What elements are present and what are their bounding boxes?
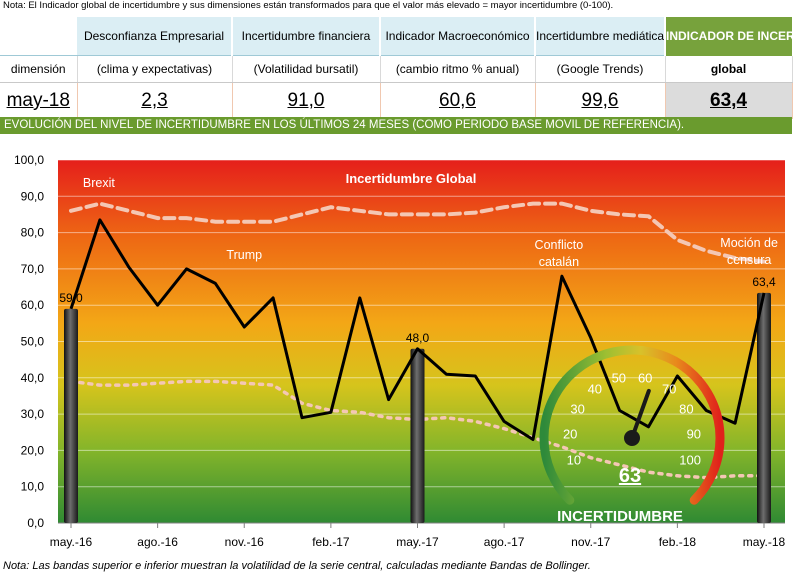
table-sub-row: dimensión (clima y expectativas) (Volati… (0, 55, 793, 83)
annotation-label: Moción de censura (720, 236, 778, 267)
x-tick-label: nov.-17 (571, 535, 610, 549)
main-series (69, 218, 766, 441)
bar-markers: 59,0 48,0 63,4 (59, 275, 776, 523)
x-tick-label: ago.-17 (484, 535, 525, 549)
bar-marker (64, 308, 78, 523)
global-uncertainty-line (69, 218, 766, 441)
date-cell: may-18 (0, 82, 78, 119)
y-tick-label: 70,0 (21, 262, 45, 276)
date-value: may-18 (6, 90, 70, 111)
gauge-tick-label: 60 (638, 370, 652, 385)
col-sub-global: global (665, 55, 793, 83)
row-label-sub: dimensión (0, 55, 78, 83)
bar-marker-label: 59,0 (59, 291, 83, 305)
y-tick-label: 10,0 (21, 480, 45, 494)
bottom-note: Nota: Las bandas superior e inferior mue… (3, 560, 591, 572)
value: 99,6 (581, 90, 619, 111)
bar-marker-label: 63,4 (752, 275, 776, 289)
col-header: Incertidumbre mediática (535, 17, 666, 56)
y-tick-label: 20,0 (21, 443, 45, 457)
x-tick-label: feb.-17 (312, 535, 350, 549)
x-tick-label: nov.-16 (225, 535, 264, 549)
bar-marker-label: 48,0 (406, 331, 430, 345)
value-cell: 60,6 (380, 82, 536, 119)
y-tick-label: 30,0 (21, 407, 45, 421)
value: 91,0 (287, 90, 325, 111)
y-tick-label: 60,0 (21, 298, 45, 312)
x-tick-label: feb.-18 (659, 535, 697, 549)
value: 2,3 (141, 90, 168, 111)
gauge-needle (630, 388, 651, 440)
y-tick-label: 90,0 (21, 189, 45, 203)
annotations: Brexit Trump Conflicto catalán Moción de cens… (83, 176, 778, 269)
bar-marker (757, 292, 771, 523)
x-tick-label: may.-18 (743, 535, 786, 549)
y-axis: 0,0 10,0 20,0 30,0 40,0 50,0 60,0 70,0 80,0 90,0 1… (14, 153, 44, 530)
upper-band-line (69, 201, 766, 264)
x-tick-label: ago.-16 (137, 535, 178, 549)
col-header-global: INDICADOR DE INCERTIDUMBRE (665, 17, 792, 56)
y-tick-label: 80,0 (21, 226, 45, 240)
col-header: Desconfianza Empresarial (77, 17, 233, 56)
evolution-banner: EVOLUCIÓN DEL NIVEL DE INCERTIDUMBRE EN … (0, 117, 792, 134)
col-sub: (Volatilidad bursatil) (232, 55, 381, 83)
gauge-arc (539, 345, 725, 505)
y-tick-label: 0,0 (27, 516, 44, 530)
x-tick-label: may.-16 (50, 535, 93, 549)
annotation-label: Brexit (83, 176, 115, 190)
col-sub: (Google Trends) (535, 55, 666, 83)
gauge-hub (624, 430, 640, 446)
value: 60,6 (439, 90, 476, 111)
top-note: Nota: El Indicador global de incertidumb… (3, 0, 614, 11)
gauge-label: INCERTIDUMBRE (557, 508, 683, 525)
gauge-value: 63 (619, 465, 641, 487)
x-tick-label: may.-17 (396, 535, 439, 549)
table-value-row: may-18 2,3 91,0 60,6 99,6 63,4 (0, 82, 793, 119)
col-header: Incertidumbre financiera (232, 17, 381, 56)
y-tick-label: 50,0 (21, 335, 45, 349)
annotation-label: Conflicto catalán (535, 238, 584, 269)
value-cell: 2,3 (77, 82, 233, 119)
chart-title: Incertidumbre Global (346, 171, 477, 186)
col-sub: (cambio ritmo % anual) (380, 55, 536, 83)
bar-marker (410, 348, 425, 523)
global-value: 63,4 (710, 90, 747, 111)
gauge-tick-label: 40 (588, 381, 602, 396)
value-cell: 99,6 (535, 82, 666, 119)
gauge-tick-label: 70 (662, 381, 676, 396)
row-label-header (0, 17, 77, 56)
gauge-tick-label: 20 (563, 427, 577, 442)
x-axis: may.-16 ago.-16 nov.-16 feb.-17 may.-17 ago.-… (50, 523, 786, 549)
annotation-label: Trump (226, 248, 262, 262)
y-tick-label: 40,0 (21, 371, 45, 385)
gauge-tick-label: 90 (687, 427, 701, 442)
col-sub: (clima y expectativas) (77, 55, 233, 83)
gauge-tick-label: 10 (567, 453, 581, 468)
gauge-tick-label: 80 (679, 401, 693, 416)
uncertainty-chart: 0,0 10,0 20,0 30,0 40,0 50,0 60,0 70,0 80,0 90,0 1… (14, 153, 786, 549)
gauge-tick-label: 100 (679, 453, 701, 468)
col-header: Indicador Macroeconómico (380, 17, 536, 56)
gauge-tick-label: 30 (570, 401, 584, 416)
y-tick-label: 100,0 (14, 153, 44, 167)
table-header-row: Desconfianza Empresarial Incertidumbre f… (0, 17, 792, 56)
value-cell-global: 63,4 (665, 82, 793, 119)
dimensions-table: Desconfianza Empresarial Incertidumbre f… (0, 17, 793, 119)
value-cell: 91,0 (232, 82, 381, 119)
gauge-tick-label: 50 (612, 370, 626, 385)
